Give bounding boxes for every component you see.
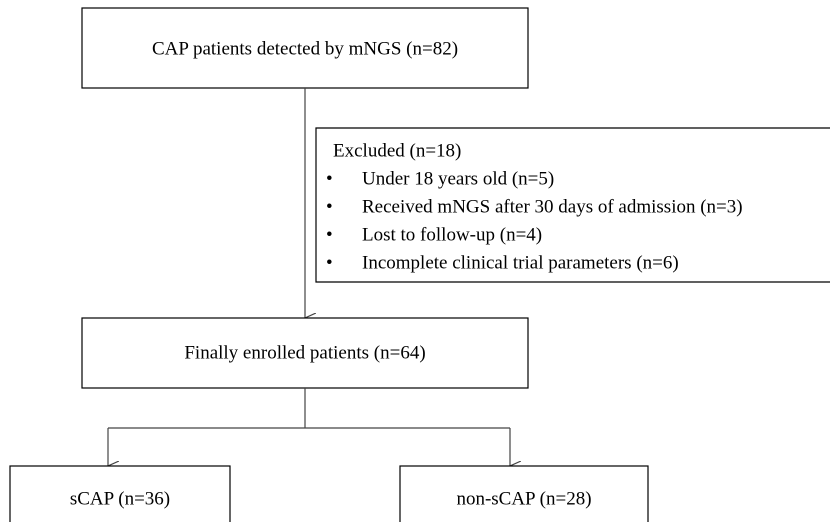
excluded-box: [315, 127, 830, 283]
node-label: sCAP (n=36): [70, 488, 170, 509]
node-box: [399, 465, 649, 522]
excluded-title: Excluded (n=18): [333, 140, 461, 161]
bullet: •: [326, 168, 333, 189]
bullet: •: [326, 224, 333, 245]
bullet: •: [326, 196, 333, 217]
excluded-list: • Under 18 years old (n=5) • Received mN…: [326, 168, 743, 273]
node-box: [81, 7, 529, 89]
excluded-item: Received mNGS after 30 days of admission…: [362, 196, 743, 217]
excluded-item: Under 18 years old (n=5): [362, 168, 554, 189]
excluded-item: Lost to follow-up (n=4): [362, 224, 542, 245]
node-label: non-sCAP (n=28): [456, 488, 591, 509]
node-label: CAP patients detected by mNGS (n=82): [152, 38, 458, 59]
bullet: •: [326, 252, 333, 273]
node-label: Finally enrolled patients (n=64): [184, 342, 425, 363]
node-box: [9, 465, 231, 522]
node-box: [81, 317, 529, 389]
excluded-item: Incomplete clinical trial parameters (n=…: [362, 252, 679, 273]
